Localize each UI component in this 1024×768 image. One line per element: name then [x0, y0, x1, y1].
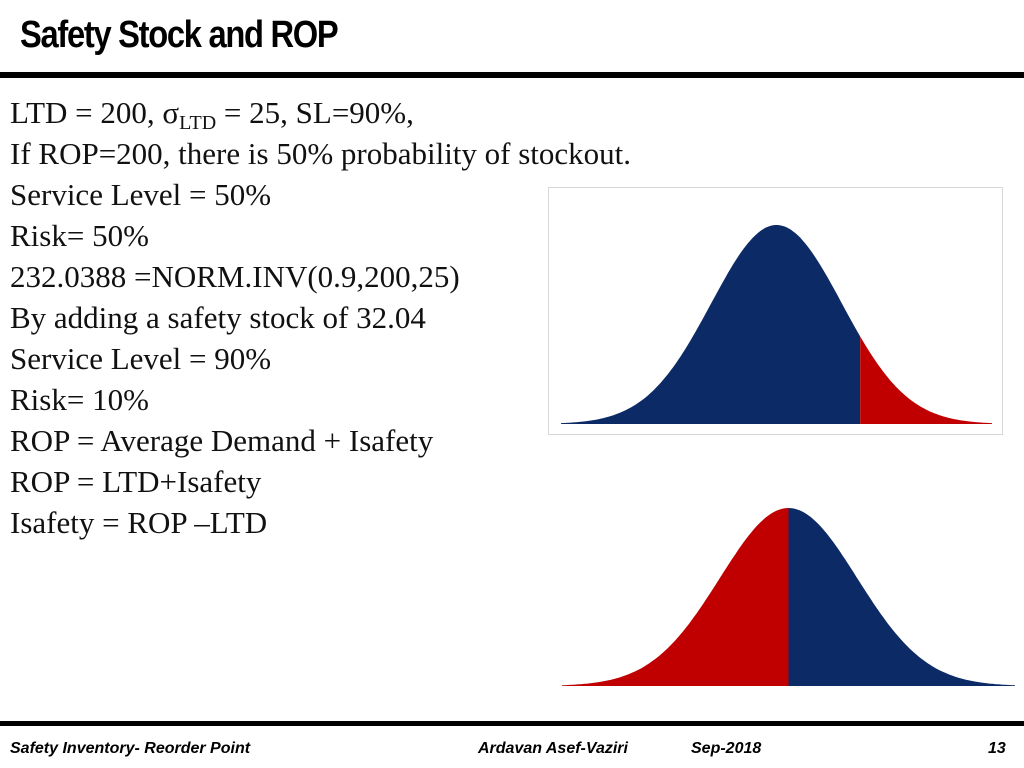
footer-divider: [0, 721, 1024, 726]
normal-curve-90-svg: [561, 225, 992, 424]
sigma-subscript: LTD: [179, 112, 217, 134]
line-parameters: LTD = 200, σLTD = 25, SL=90%,: [10, 92, 550, 133]
line-rop-average-demand: ROP = Average Demand + Isafety: [10, 423, 434, 458]
line-rop-ltd: ROP = LTD+Isafety: [10, 464, 262, 499]
normal-curve-50-chart: [548, 500, 1018, 695]
normal-curve-50-svg: [562, 508, 1015, 686]
footer-date: Sep-2018: [691, 740, 762, 757]
line-risk-10: Risk= 10%: [10, 382, 149, 417]
line-stockout-probability: If ROP=200, there is 50% probability of …: [10, 136, 632, 171]
line-isafety: Isafety = ROP –LTD: [10, 505, 268, 540]
footer-course-title: Safety Inventory- Reorder Point: [10, 740, 251, 757]
line-risk-50: Risk= 50%: [10, 218, 149, 253]
stockout-risk-10-region: [860, 336, 992, 424]
normal-curve-90-chart: [548, 187, 1003, 435]
line-service-level-50: Service Level = 50%: [10, 177, 272, 212]
line-norm-inv: 232.0388 =NORM.INV(0.9,200,25): [10, 259, 460, 294]
body-text: LTD = 200, σLTD = 25, SL=90%, If ROP=200…: [10, 92, 632, 543]
parameters-prefix: LTD = 200, σ: [10, 95, 180, 130]
line-safety-stock: By adding a safety stock of 32.04: [10, 300, 426, 335]
parameters-suffix: = 25, SL=90%,: [216, 95, 414, 130]
title-divider: [0, 72, 1024, 78]
slide-title: Safety Stock and ROP: [20, 14, 339, 56]
stockout-risk-50-region: [562, 508, 789, 686]
line-service-level-90: Service Level = 90%: [10, 341, 272, 376]
footer-author: Ardavan Asef-Vaziri: [478, 740, 628, 757]
service-area-50-region: [788, 508, 1015, 686]
page-number: 13: [988, 740, 1006, 757]
service-area-90-region: [561, 225, 861, 424]
